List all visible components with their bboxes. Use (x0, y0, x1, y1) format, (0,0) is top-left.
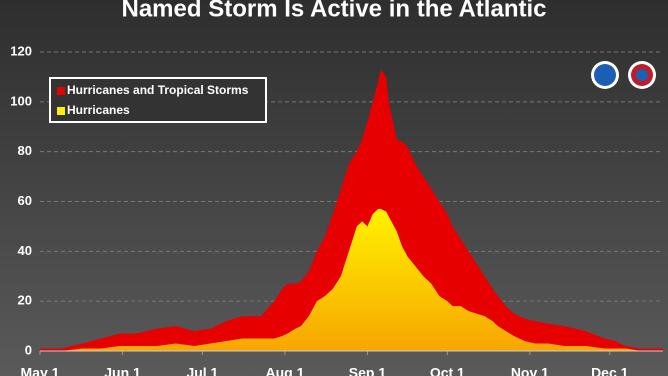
x-tick-label: Dec 1 (591, 365, 629, 376)
y-tick-label: 40 (18, 243, 32, 258)
x-tick-label: Oct 1 (430, 365, 465, 376)
legend-label: Hurricanes (67, 103, 130, 117)
x-tick-label: Jul 1 (186, 365, 218, 376)
logos (591, 61, 656, 89)
chart-title: Named Storm Is Active in the Atlantic (122, 0, 547, 22)
logo (636, 69, 648, 81)
y-tick-label: 20 (18, 293, 32, 308)
x-tick-label: Jun 1 (104, 365, 141, 376)
legend: Hurricanes and Tropical Storms Hurricanes (49, 77, 267, 123)
legend-box (49, 77, 267, 123)
y-tick-label: 100 (10, 93, 32, 108)
y-tick-label: 80 (18, 143, 32, 158)
legend-label: Hurricanes and Tropical Storms (67, 83, 249, 97)
x-tick-label: May 1 (21, 365, 60, 376)
x-tick-label: Aug 1 (265, 365, 304, 376)
y-tick-label: 60 (18, 193, 32, 208)
y-tick-label: 0 (25, 342, 32, 357)
y-tick-label: 120 (10, 43, 32, 58)
legend-swatch (57, 87, 65, 95)
logo (594, 64, 616, 86)
area (40, 208, 663, 351)
x-tick-label: Nov 1 (511, 365, 549, 376)
legend-swatch (57, 107, 65, 115)
x-tick-label: Sep 1 (349, 365, 387, 376)
area (40, 69, 663, 352)
